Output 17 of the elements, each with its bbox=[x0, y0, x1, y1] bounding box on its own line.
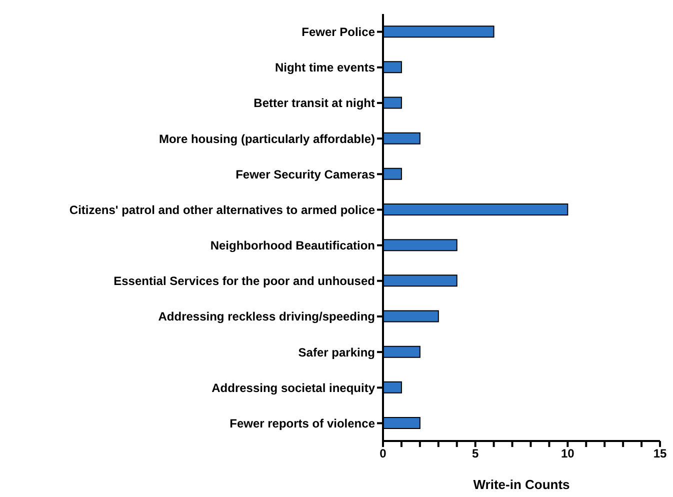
y-tick-label: Fewer Police bbox=[302, 25, 376, 40]
x-tick-label: 10 bbox=[560, 446, 575, 461]
y-tick-label: Safer parking bbox=[298, 345, 375, 360]
y-tick-label: Addressing reckless driving/speeding bbox=[158, 310, 375, 324]
y-tick-label: Citizens' patrol and other alternatives to armed police bbox=[69, 202, 376, 217]
x-tick-label: 15 bbox=[653, 446, 667, 461]
y-tick-label: Fewer reports of violence bbox=[230, 416, 376, 430]
x-tick-label: 5 bbox=[472, 446, 479, 461]
y-tick-label: Night time events bbox=[274, 60, 376, 75]
y-tick-label: Fewer Security Cameras bbox=[236, 167, 376, 182]
y-tick-label: Essential Services for the poor and unhoused bbox=[114, 274, 375, 288]
y-tick-label: Better transit at night bbox=[254, 96, 375, 110]
x-tick-label: 0 bbox=[380, 446, 387, 461]
x-axis-title: Write-in Counts bbox=[473, 477, 570, 492]
y-tick-label: Neighborhood Beautification bbox=[210, 238, 375, 253]
y-tick-label: Addressing societal inequity bbox=[212, 380, 376, 395]
y-tick-label: More housing (particularly affordable) bbox=[158, 132, 375, 146]
